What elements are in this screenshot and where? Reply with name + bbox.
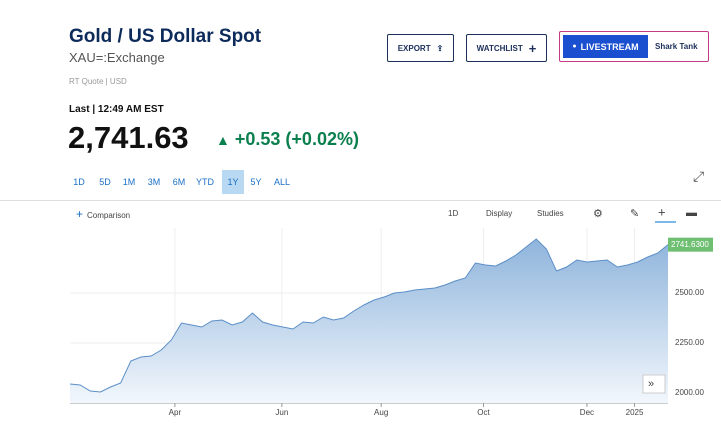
range-button[interactable]: 5D [99, 177, 111, 187]
livestream-label: LIVESTREAM [580, 41, 639, 52]
scroll-button[interactable] [642, 374, 666, 394]
settings-icon[interactable]: ⚙ [593, 208, 603, 220]
range-button[interactable]: 1D [73, 177, 85, 187]
chart: + Comparison 1D Display Studies ⚙ ✎ + ▬ … [0, 200, 721, 417]
range-button[interactable]: ALL [273, 177, 290, 187]
last-price-label: 2741.6300 [671, 240, 709, 249]
range-button[interactable]: 1M [122, 177, 136, 187]
range-button[interactable]: YTD [196, 177, 214, 187]
x-tick-label: Jun [275, 408, 288, 417]
watchlist-button[interactable]: WATCHLIST + [466, 34, 547, 62]
livestream-button[interactable]: ● LIVESTREAM [563, 35, 648, 58]
live-dot: ● [572, 43, 577, 50]
up-arrow: ▲ [216, 132, 230, 148]
comment-icon[interactable]: ▬ [686, 207, 697, 219]
x-tick-label: Dec [580, 408, 594, 417]
plus-icon: + [528, 40, 537, 56]
export-label: EXPORT [397, 43, 431, 53]
comparison[interactable]: Comparison [87, 211, 130, 220]
interval[interactable]: 1D [448, 209, 458, 218]
livestream-box[interactable]: ● LIVESTREAM Shark Tank [559, 31, 709, 62]
y-tick-label: 2000.00 [675, 388, 704, 397]
last-price-tag [668, 237, 713, 252]
draw-icon[interactable]: ✎ [630, 208, 639, 220]
show-name: Shark Tank [655, 42, 698, 51]
y-tick-label: 2500.00 [675, 288, 704, 297]
studies[interactable]: Studies [537, 209, 564, 218]
range-button[interactable]: 1Y [222, 170, 244, 194]
x-tick-label: Aug [374, 408, 388, 417]
range-button[interactable]: 3M [147, 177, 161, 187]
x-tick-label: Oct [477, 408, 490, 417]
export-button[interactable]: EXPORT ⇪ [387, 34, 454, 62]
area-fill [70, 239, 668, 403]
price-line [69, 238, 669, 393]
quote-info: RT Quote | USD [69, 77, 127, 86]
export-icon: ⇪ [436, 43, 444, 53]
watchlist-label: WATCHLIST [476, 43, 523, 53]
change: ▲ +0.53 (+0.02%) [216, 129, 359, 150]
y-tick-label: 2250.00 [675, 338, 704, 347]
scroll-icon: » [648, 378, 654, 390]
title: Gold / US Dollar Spot [69, 26, 262, 47]
last-label: Last | 12:49 AM EST [69, 104, 164, 115]
expand-icon[interactable]: ⤢ [693, 168, 705, 184]
range-button[interactable]: 5Y [250, 177, 262, 187]
crosshair-icon[interactable]: + [658, 204, 666, 219]
plus-icon: + [76, 207, 83, 221]
exchange: XAU=:Exchange [69, 50, 165, 65]
display[interactable]: Display [486, 209, 512, 218]
change-value: +0.53 (+0.02%) [234, 129, 359, 149]
range-button[interactable]: 6M [172, 177, 186, 187]
price: 2,741.63 [68, 120, 189, 155]
x-tick-label: 2025 [626, 408, 644, 417]
x-tick-label: Apr [169, 408, 182, 417]
